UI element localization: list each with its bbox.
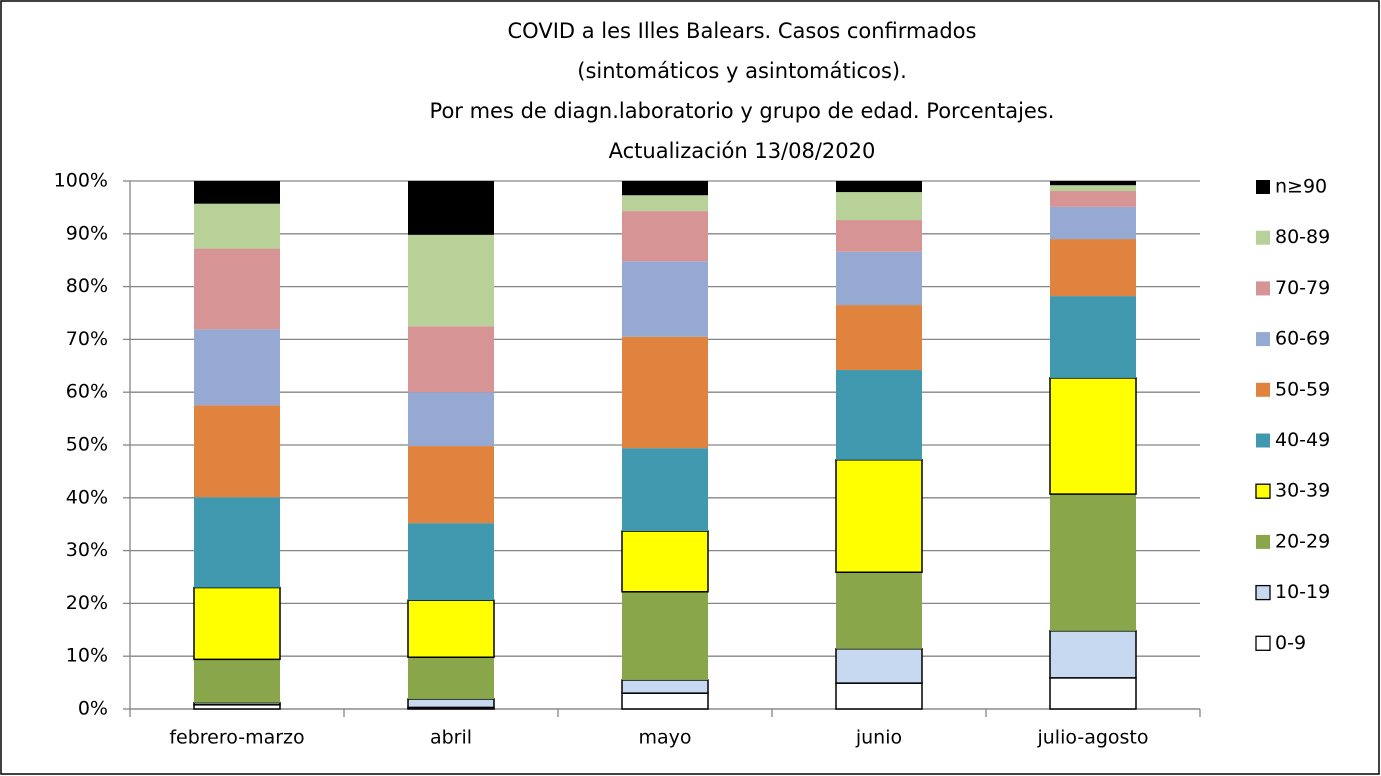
- bar-segment: [194, 248, 280, 330]
- bar-segment: [836, 305, 922, 371]
- legend-marker: [1256, 382, 1270, 397]
- x-tick-label: junio: [855, 727, 902, 749]
- y-tick-label: 50%: [66, 434, 108, 456]
- bar-segment: [1050, 296, 1136, 378]
- bar-segment: [835, 459, 923, 573]
- legend-marker: [1255, 635, 1271, 651]
- bar-segment: [622, 181, 708, 196]
- bar-segment: [1050, 191, 1136, 207]
- bar-segment: [622, 211, 708, 262]
- y-tick-label: 40%: [66, 486, 108, 508]
- y-tick-label: 10%: [66, 645, 108, 667]
- bar-segment: [622, 195, 708, 212]
- chart-title: Actualización 13/08/2020: [609, 139, 876, 163]
- bar-segment: [408, 234, 494, 327]
- y-tick-label: 90%: [66, 222, 108, 244]
- legend-marker: [1256, 433, 1270, 448]
- bar-segment: [1050, 239, 1136, 297]
- bar-segment: [1049, 677, 1137, 710]
- bar-segment: [621, 530, 709, 593]
- legend-marker: [1256, 281, 1270, 296]
- legend-label: 50-59: [1275, 378, 1330, 400]
- bar-segment: [194, 329, 280, 406]
- bar-segment: [1049, 630, 1137, 679]
- bar-segment: [621, 692, 709, 710]
- bar-segment: [408, 657, 494, 699]
- y-tick-label: 30%: [66, 539, 108, 561]
- x-tick-label: julio-agosto: [1036, 727, 1148, 749]
- bar-segment: [194, 497, 280, 588]
- bar-segment: [1050, 181, 1136, 186]
- legend-label: 80-89: [1275, 226, 1330, 248]
- bar-segment: [408, 523, 494, 601]
- bar-segment: [622, 448, 708, 532]
- bar-segment: [1050, 206, 1136, 240]
- bar-segment: [622, 336, 708, 449]
- x-tick-label: mayo: [638, 727, 691, 749]
- legend-marker: [1256, 230, 1270, 245]
- legend-label: 20-29: [1275, 530, 1330, 552]
- bar-segment: [193, 586, 281, 661]
- legend-marker: [1256, 332, 1270, 347]
- legend-marker: [1256, 534, 1270, 549]
- bar-segment: [408, 446, 494, 524]
- bar-segment: [621, 679, 709, 694]
- bar-segment: [408, 392, 494, 447]
- legend-label: 30-39: [1275, 480, 1330, 502]
- y-tick-label: 60%: [66, 381, 108, 403]
- bar-segment: [836, 251, 922, 306]
- legend-label: 60-69: [1275, 328, 1330, 350]
- bar-segment: [836, 370, 922, 460]
- legend-label: 10-19: [1275, 581, 1330, 603]
- bar-segment: [622, 261, 708, 337]
- y-tick-label: 80%: [66, 275, 108, 297]
- legend-label: 70-79: [1275, 277, 1330, 299]
- bar-segment: [194, 405, 280, 498]
- bar-segment: [193, 701, 281, 706]
- bar-segment: [836, 572, 922, 649]
- legend-label: n≥90: [1275, 176, 1327, 198]
- x-tick-label: febrero-marzo: [169, 727, 304, 749]
- bar-segment: [835, 682, 923, 710]
- chart-title: COVID a les Illes Balears. Casos confirm…: [508, 19, 977, 43]
- y-tick-label: 70%: [66, 328, 108, 350]
- bar-segment: [407, 698, 495, 709]
- y-tick-label: 100%: [54, 170, 108, 192]
- legend-marker: [1255, 483, 1271, 499]
- bar-segment: [836, 181, 922, 193]
- y-tick-label: 0%: [78, 698, 108, 720]
- legend-marker: [1255, 584, 1271, 601]
- bar-segment: [835, 648, 923, 684]
- bar-segment: [836, 220, 922, 252]
- bar-segment: [836, 192, 922, 221]
- bar-segment: [1050, 185, 1136, 192]
- bar-segment: [194, 659, 280, 703]
- x-tick-label: abril: [430, 727, 472, 749]
- bar-segment: [194, 203, 280, 249]
- bar-segment: [408, 181, 494, 235]
- y-tick-label: 20%: [66, 592, 108, 614]
- bar-segment: [622, 591, 708, 680]
- legend-marker: [1256, 180, 1270, 194]
- chart-title: Por mes de diagn.laboratorio y grupo de …: [430, 99, 1055, 123]
- bar-segment: [407, 599, 495, 659]
- chart-title: (sintomáticos y asintomáticos).: [577, 59, 907, 83]
- legend-label: 0-9: [1275, 632, 1306, 654]
- bar-segment: [194, 181, 280, 204]
- bar-segment: [408, 326, 494, 393]
- legend-label: 40-49: [1275, 429, 1330, 451]
- bar-segment: [1050, 494, 1136, 631]
- bar-segment: [1049, 377, 1137, 495]
